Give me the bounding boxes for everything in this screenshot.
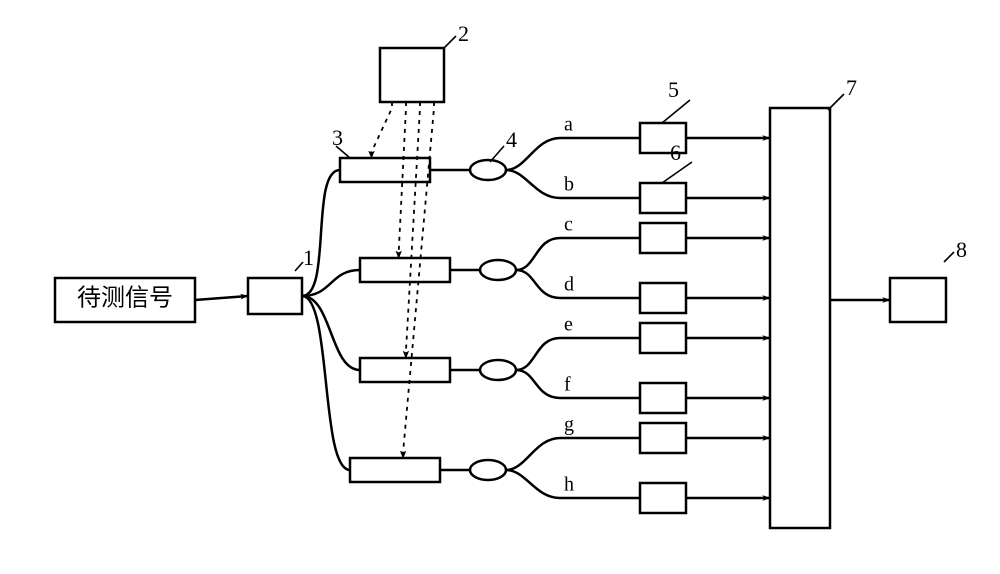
letter-g: g [564, 414, 574, 436]
edge-split-3-out-1 [506, 470, 560, 498]
node-1 [248, 278, 302, 314]
label-2: 2 [458, 21, 469, 46]
letter-c: c [564, 214, 573, 236]
detector-7 [640, 483, 686, 513]
modulator-3 [350, 458, 440, 482]
leader-5 [662, 100, 690, 123]
letter-a: a [564, 114, 573, 136]
edge-input-to-1 [195, 296, 248, 300]
edge-1-to-mod-2 [302, 296, 360, 370]
splitter-1 [480, 260, 516, 280]
dashed-2-to-mod-0 [372, 102, 393, 158]
label-5: 5 [668, 77, 679, 102]
detector-1 [640, 183, 686, 213]
letter-e: e [564, 314, 573, 336]
input-label: 待测信号 [77, 285, 173, 312]
label-4: 4 [506, 127, 517, 152]
detector-3 [640, 283, 686, 313]
label-6: 6 [670, 140, 681, 165]
label-8: 8 [956, 237, 967, 262]
modulator-1 [360, 258, 450, 282]
edge-split-0-out-1 [506, 170, 560, 198]
edge-split-1-out-0 [516, 238, 560, 270]
edge-split-1-out-1 [516, 270, 560, 298]
dashed-2-to-mod-2 [406, 102, 420, 358]
leader-2 [444, 36, 456, 48]
leader-6 [662, 162, 692, 183]
label-7: 7 [846, 75, 857, 100]
edge-split-2-out-0 [516, 338, 560, 370]
leader-1 [295, 262, 303, 271]
edge-split-2-out-1 [516, 370, 560, 398]
detector-5 [640, 383, 686, 413]
letter-d: d [564, 274, 574, 296]
letter-f: f [564, 374, 571, 396]
label-1: 1 [303, 245, 314, 270]
label-3: 3 [332, 125, 343, 150]
modulator-2 [360, 358, 450, 382]
leader-4 [490, 146, 504, 162]
node-2 [380, 48, 444, 102]
letter-b: b [564, 174, 574, 196]
diagram-svg: 待测信号 1 3 2 4 7 a bc de fg h 5 6 8 [0, 0, 1000, 574]
detector-4 [640, 323, 686, 353]
edge-1-to-mod-0 [302, 170, 340, 296]
detector-2 [640, 223, 686, 253]
letter-h: h [564, 474, 574, 496]
leader-8 [944, 252, 954, 262]
detector-6 [640, 423, 686, 453]
splitter-0 [470, 160, 506, 180]
leader-7 [828, 94, 844, 110]
modulator-0 [340, 158, 430, 182]
node-8 [890, 278, 946, 322]
splitter-2 [480, 360, 516, 380]
splitter-3 [470, 460, 506, 480]
node-7 [770, 108, 830, 528]
edge-split-3-out-0 [506, 438, 560, 470]
